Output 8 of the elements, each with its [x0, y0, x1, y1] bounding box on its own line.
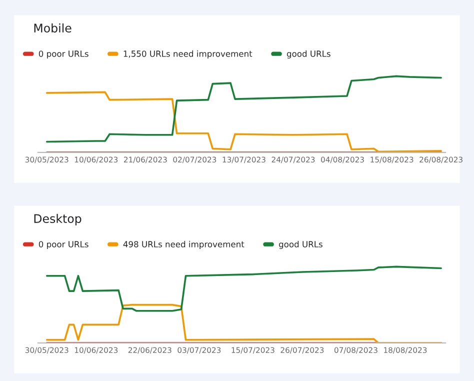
- chart-title: Mobile: [34, 23, 72, 33]
- legend-label: 0 poor URLs: [38, 50, 88, 58]
- legend-label: 0 poor URLs: [38, 241, 88, 249]
- legend-label: 498 URLs need improvement: [123, 240, 244, 249]
- legend-label: 1,550 URLs need improvement: [124, 50, 252, 58]
- legend-label: good URLs: [279, 240, 322, 249]
- legend-label: good URLs: [286, 50, 330, 58]
- chart-title: Desktop: [34, 214, 82, 226]
